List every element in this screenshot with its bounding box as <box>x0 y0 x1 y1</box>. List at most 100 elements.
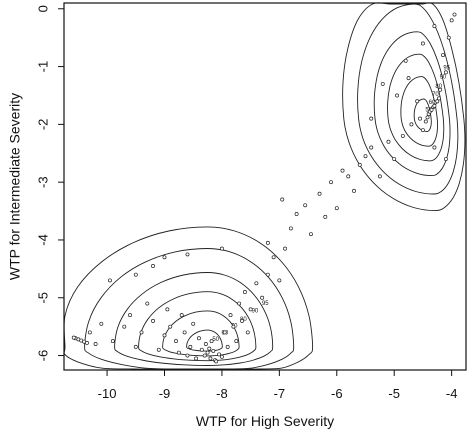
data-point <box>185 353 190 358</box>
data-points <box>71 12 457 364</box>
data-point <box>443 70 448 75</box>
data-point <box>87 330 92 335</box>
data-point <box>260 295 265 300</box>
contour-label: 95 <box>262 301 269 307</box>
data-point <box>217 352 222 357</box>
data-point <box>122 324 127 329</box>
contour-line <box>387 53 445 162</box>
data-point <box>182 330 187 335</box>
contour-line <box>162 310 240 357</box>
data-point <box>185 252 190 257</box>
data-point <box>211 348 216 353</box>
data-point <box>209 339 214 344</box>
data-point <box>438 87 443 92</box>
data-point <box>386 139 391 144</box>
x-tick-label: -6 <box>331 386 343 401</box>
y-tick-label: -3 <box>35 176 50 188</box>
data-point <box>107 278 112 283</box>
contour-label: 90 <box>440 74 447 80</box>
data-point <box>406 76 411 81</box>
data-point <box>423 119 428 124</box>
contour-label: 95 <box>443 66 450 72</box>
contour-line <box>373 31 451 177</box>
data-point <box>443 157 448 161</box>
data-point <box>179 313 184 318</box>
data-point <box>441 53 445 57</box>
contour-lines: 959080706050959080706050 <box>63 2 466 370</box>
data-point <box>93 342 98 346</box>
data-point <box>429 107 434 112</box>
data-point <box>207 346 212 351</box>
data-point <box>205 350 210 355</box>
data-point <box>449 18 454 23</box>
data-point <box>265 272 270 277</box>
data-point <box>446 35 451 40</box>
data-point <box>400 133 405 138</box>
data-point <box>194 356 199 361</box>
data-point <box>392 157 397 161</box>
data-point <box>432 145 437 150</box>
data-point <box>418 116 423 121</box>
y-tick-label: -6 <box>35 350 50 362</box>
data-point <box>174 339 178 344</box>
data-point <box>245 330 250 335</box>
data-point <box>432 103 437 108</box>
x-tick-label: -7 <box>274 386 286 401</box>
data-point <box>435 99 440 104</box>
x-tick-label: -10 <box>98 386 117 401</box>
data-point <box>323 214 328 219</box>
data-point <box>248 307 253 312</box>
data-point <box>271 255 276 260</box>
data-point <box>214 359 219 364</box>
x-tick-label: -5 <box>388 386 400 401</box>
data-point <box>242 290 247 294</box>
data-point <box>85 340 89 345</box>
y-tick-label: -1 <box>35 61 50 73</box>
data-point <box>234 339 239 344</box>
data-point <box>380 81 385 86</box>
data-point <box>409 122 414 127</box>
contour-line <box>357 3 459 195</box>
data-point <box>133 344 138 349</box>
data-point <box>452 12 457 17</box>
data-point <box>288 226 293 231</box>
data-point <box>377 174 382 179</box>
data-point <box>219 246 224 251</box>
data-point <box>334 206 339 211</box>
data-point <box>420 128 425 133</box>
data-point <box>128 313 132 318</box>
data-point <box>420 41 425 46</box>
data-point <box>294 212 299 216</box>
data-point <box>156 347 161 352</box>
data-point <box>369 116 374 121</box>
contour-line <box>138 291 257 362</box>
data-point <box>222 330 227 335</box>
data-point <box>415 99 420 104</box>
data-point <box>265 240 270 245</box>
contour-label: 60 <box>429 100 436 106</box>
contour-line <box>63 226 314 370</box>
y-axis-label: WTP for Intermediate Severity <box>7 93 23 280</box>
data-point <box>228 313 233 318</box>
y-tick-label: -5 <box>35 292 50 304</box>
data-point <box>71 335 76 340</box>
contour-line <box>342 2 466 212</box>
data-point <box>139 330 144 335</box>
data-point <box>437 96 441 101</box>
data-point <box>110 339 115 344</box>
data-point <box>168 324 173 329</box>
data-point <box>403 58 408 63</box>
data-point <box>352 188 356 193</box>
data-point <box>133 272 138 277</box>
y-tick-label: -4 <box>35 234 50 246</box>
data-point <box>357 162 362 167</box>
data-point <box>317 191 322 196</box>
contour-line <box>84 248 295 370</box>
data-point <box>225 344 230 349</box>
contour-line <box>114 272 274 366</box>
data-point <box>162 255 167 260</box>
data-point <box>162 333 167 338</box>
data-point <box>231 324 236 329</box>
data-point <box>191 321 196 326</box>
contour-label: 90 <box>252 308 259 314</box>
